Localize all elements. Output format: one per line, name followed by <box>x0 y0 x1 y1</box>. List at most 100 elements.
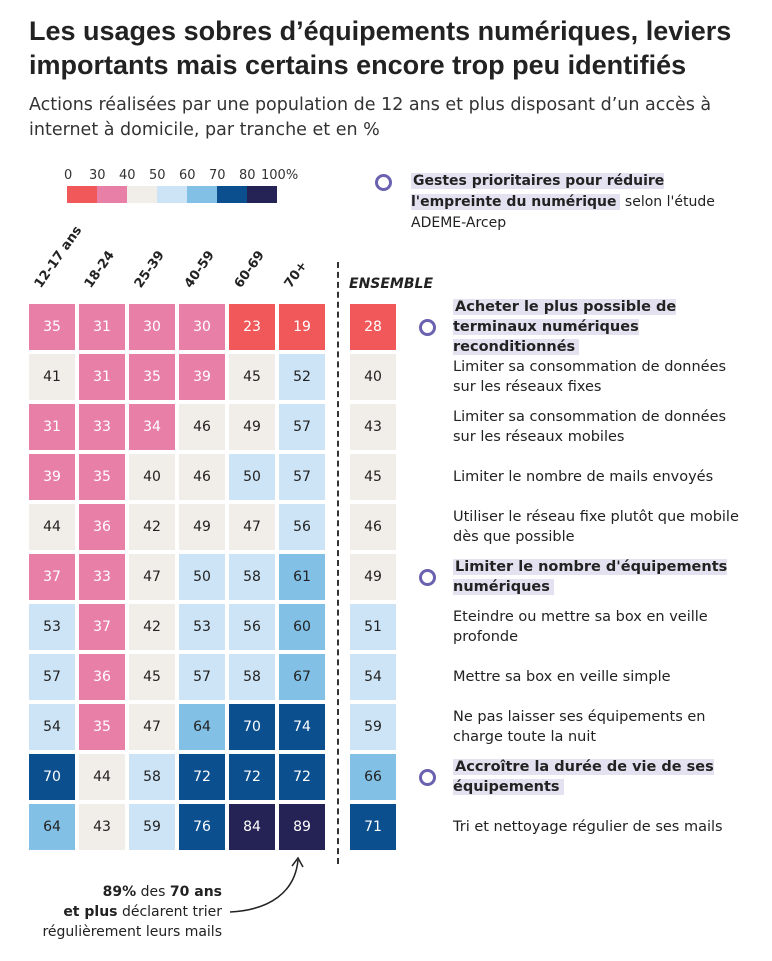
heatmap-cell: 35 <box>79 454 125 500</box>
row-label: Limiter le nombre d'équipements numériqu… <box>453 557 753 597</box>
row-label: Limiter le nombre de mails envoyés <box>453 467 753 487</box>
legend-tick: 70 <box>209 168 226 183</box>
row-label-text: Utiliser le réseau fixe plutôt que mobil… <box>453 509 739 545</box>
legend-swatch <box>217 186 247 203</box>
legend-tick: 100% <box>261 168 299 183</box>
heatmap-cell: 47 <box>129 554 175 600</box>
heatmap-cell: 84 <box>229 804 275 850</box>
legend-swatch <box>157 186 187 203</box>
heatmap-cell: 33 <box>79 554 125 600</box>
separator-line <box>337 262 339 864</box>
row-label: Limiter sa consommation de données sur l… <box>453 357 753 397</box>
heatmap-cell: 37 <box>29 554 75 600</box>
heatmap-cell: 35 <box>129 354 175 400</box>
row-label-text: Eteindre ou mettre sa box en veille prof… <box>453 609 708 645</box>
heatmap-cell: 31 <box>79 304 125 350</box>
heatmap-cell: 57 <box>279 454 325 500</box>
ensemble-cell: 46 <box>350 504 396 550</box>
priority-ring-icon <box>419 319 436 336</box>
heatmap-cell: 58 <box>229 554 275 600</box>
row-label-text: Limiter le nombre d'équipements numériqu… <box>453 559 728 595</box>
legend-tick: 30 <box>89 168 106 183</box>
row-label: Limiter sa consommation de données sur l… <box>453 407 753 447</box>
heatmap-cell: 46 <box>179 454 225 500</box>
annotation-text: déclarent trier régulièrement leurs mail… <box>42 904 222 940</box>
ensemble-cell: 43 <box>350 404 396 450</box>
heatmap-cell: 56 <box>279 504 325 550</box>
heatmap-cell: 52 <box>279 354 325 400</box>
heatmap-cell: 37 <box>79 604 125 650</box>
heatmap-cell: 31 <box>29 404 75 450</box>
heatmap-cell: 58 <box>129 754 175 800</box>
column-header: 70+ <box>281 258 311 291</box>
heatmap-cell: 42 <box>129 604 175 650</box>
row-label-text: Limiter le nombre de mails envoyés <box>453 469 714 485</box>
ensemble-cell: 45 <box>350 454 396 500</box>
heatmap-cell: 36 <box>79 654 125 700</box>
heatmap-cell: 45 <box>229 354 275 400</box>
heatmap-cell: 35 <box>79 704 125 750</box>
heatmap-cell: 34 <box>129 404 175 450</box>
heatmap-cell: 45 <box>129 654 175 700</box>
column-header: 60-69 <box>231 248 268 291</box>
priority-ring-icon <box>375 174 392 191</box>
heatmap-cell: 19 <box>279 304 325 350</box>
row-label: Tri et nettoyage régulier de ses mails <box>453 817 753 837</box>
heatmap-cell: 33 <box>79 404 125 450</box>
heatmap-cell: 72 <box>279 754 325 800</box>
ensemble-cell: 28 <box>350 304 396 350</box>
heatmap-cell: 46 <box>179 404 225 450</box>
row-label-text: Acheter le plus possible de terminaux nu… <box>453 299 677 355</box>
annotation: 89% des 70 ans et plus déclarent trier ré… <box>30 882 222 942</box>
annotation-text: des <box>136 884 170 900</box>
legend-tick: 0 <box>64 168 73 183</box>
heatmap-cell: 64 <box>179 704 225 750</box>
ensemble-header: ENSEMBLE <box>349 276 434 292</box>
legend-tick: 50 <box>149 168 166 183</box>
heatmap-cell: 60 <box>279 604 325 650</box>
row-label-text: Limiter sa consommation de données sur l… <box>453 409 727 445</box>
row-label: Mettre sa box en veille simple <box>453 667 753 687</box>
heatmap-cell: 53 <box>29 604 75 650</box>
heatmap-cell: 43 <box>79 804 125 850</box>
chart-subtitle: Actions réalisées par une population de … <box>29 95 712 140</box>
heatmap-cell: 53 <box>179 604 225 650</box>
heatmap-cell: 59 <box>129 804 175 850</box>
row-label: Eteindre ou mettre sa box en veille prof… <box>453 607 753 647</box>
priority-legend-rest: selon l'étude ADEME-Arcep <box>411 194 715 231</box>
legend-swatch <box>67 186 97 203</box>
priority-ring-icon <box>419 769 436 786</box>
heatmap-cell: 50 <box>229 454 275 500</box>
row-label-text: Accroître la durée de vie de ses équipem… <box>453 759 714 795</box>
priority-ring-icon <box>419 569 436 586</box>
heatmap-cell: 30 <box>129 304 175 350</box>
ensemble-cell: 59 <box>350 704 396 750</box>
heatmap-cell: 61 <box>279 554 325 600</box>
heatmap-cell: 40 <box>129 454 175 500</box>
heatmap-cell: 64 <box>29 804 75 850</box>
heatmap-cell: 41 <box>29 354 75 400</box>
row-label-text: Mettre sa box en veille simple <box>453 669 671 685</box>
row-label: Utiliser le réseau fixe plutôt que mobil… <box>453 507 753 547</box>
ensemble-cell: 51 <box>350 604 396 650</box>
heatmap-cell: 49 <box>229 404 275 450</box>
column-header: 40-59 <box>181 248 218 291</box>
heatmap-cell: 30 <box>179 304 225 350</box>
heatmap-cell: 47 <box>229 504 275 550</box>
heatmap-cell: 56 <box>229 604 275 650</box>
heatmap-cell: 70 <box>29 754 75 800</box>
heatmap-cell: 23 <box>229 304 275 350</box>
legend-swatch <box>247 186 277 203</box>
heatmap-cell: 74 <box>279 704 325 750</box>
heatmap-cell: 76 <box>179 804 225 850</box>
ensemble-cell: 54 <box>350 654 396 700</box>
annotation-bold: et plus <box>63 904 118 920</box>
arrow-icon <box>229 856 304 913</box>
heatmap-cell: 47 <box>129 704 175 750</box>
heatmap-cell: 50 <box>179 554 225 600</box>
column-header: 25-39 <box>131 248 168 291</box>
heatmap-cell: 57 <box>179 654 225 700</box>
priority-legend: Gestes prioritaires pour réduire l'empre… <box>411 171 731 234</box>
heatmap-cell: 44 <box>29 504 75 550</box>
row-label: Accroître la durée de vie de ses équipem… <box>453 757 753 797</box>
